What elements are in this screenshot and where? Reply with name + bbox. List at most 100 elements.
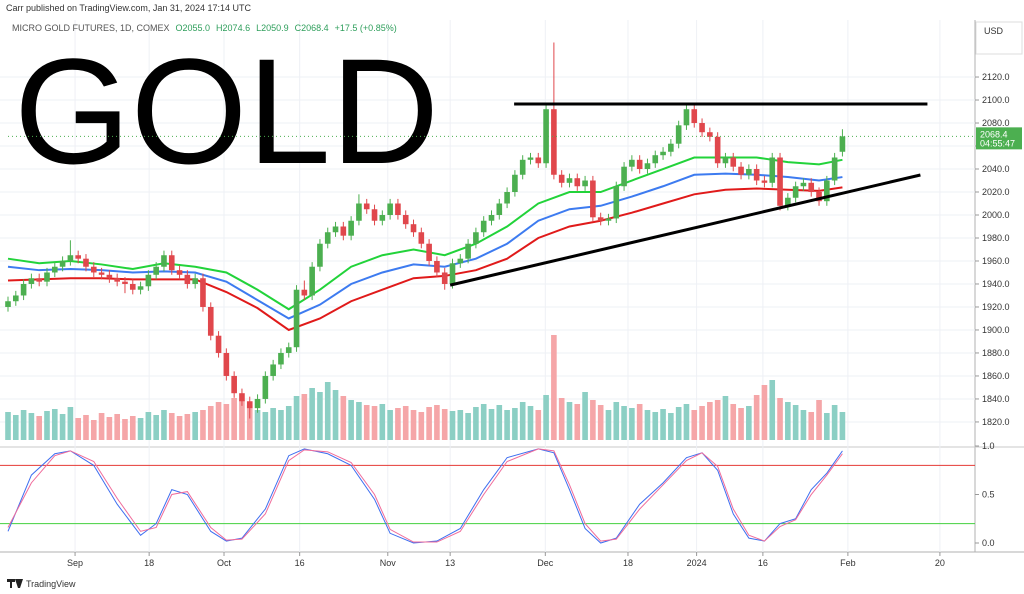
volume-bar [714,400,721,440]
candle-body [223,352,230,376]
brand-logo: TradingView [7,579,76,589]
legend: MICRO GOLD FUTURES, 1D, COMEX O2055.0 H207… [12,23,397,33]
y-tick-label: 1820.0 [982,417,1010,427]
volume-bar [675,407,682,440]
volume-bar [387,410,393,440]
y-tick-label: 1940.0 [982,279,1010,289]
legend-value: L2050.9 [256,23,289,33]
volume-bar [769,380,776,440]
volume-bar [434,405,440,440]
stoch-tick-label: 1.0 [982,441,995,451]
candle-body [816,192,822,202]
candle-body [660,151,666,156]
candle-body [387,203,393,215]
volume-bar [636,404,643,440]
candle-body [106,274,113,279]
candle-body [356,203,362,221]
y-tick-label: 1980.0 [982,233,1010,243]
countdown: 04:55:47 [980,138,1015,148]
volume-bar [145,412,152,440]
volume-bar [309,388,315,440]
candle-body [824,180,830,202]
volume-bar [449,411,456,440]
volume-bar [122,419,128,440]
volume-bar [753,395,760,440]
candle-body [488,214,495,221]
trend-line [449,173,921,287]
candle-body [457,258,464,264]
y-tick-label: 1880.0 [982,348,1010,358]
candle-body [324,232,331,244]
volume-bar [519,402,526,440]
y-tick-label: 2020.0 [982,187,1010,197]
volume-bar [551,335,557,440]
candle-body [496,203,503,215]
candle-body [207,306,214,336]
x-tick-label: Nov [380,558,397,568]
candle-body [363,203,370,210]
volume-bar [301,394,308,440]
candle-body [28,278,35,284]
candle-body [153,266,159,275]
x-tick-label: 20 [935,558,945,568]
candle-body [621,166,627,187]
candle-body [699,123,705,133]
candle-body [285,347,292,353]
volume-bar [324,382,331,440]
candle-body [636,159,643,170]
y-tick-label: 1860.0 [982,371,1010,381]
y-tick-label: 2120.0 [982,72,1010,82]
candle-body [480,220,487,233]
candle-body [98,272,105,275]
candle-body [558,174,565,183]
candle-body [566,178,573,183]
stoch-line [7,448,843,544]
x-tick-label: 13 [445,558,455,568]
publisher: Carr published on TradingView.com, Jan 3… [6,3,251,13]
volume-bar [426,407,432,440]
candle-body [348,220,354,236]
volume-bar [527,406,534,440]
candle-body [122,281,128,284]
candle-body [730,157,737,167]
candle-body [371,209,378,221]
volume-bar [777,398,783,440]
annotation: GOLD [14,27,439,195]
candle-body [707,132,713,137]
volume-bar [36,416,43,440]
candle-body [254,398,261,409]
volume-bar [816,400,822,440]
volume-bar [223,404,230,440]
volume-bar [730,404,737,440]
candle-body [168,255,175,271]
volume-bar [597,405,604,440]
volume-bar [317,392,323,440]
x-tick-label: 18 [623,558,633,568]
candle-body [449,263,456,284]
volume-bar [535,410,542,440]
candle-body [270,364,276,376]
volume-bar [262,412,269,440]
volume-bar [621,406,627,440]
volume-bar [200,410,206,440]
candle-body [301,289,308,296]
candle-body [418,232,425,244]
volume-bar [558,398,565,440]
candle-body [67,255,74,261]
volume-bar [340,396,347,440]
legend-value: O2055.0 [176,23,211,33]
legend-value: C2068.4 [295,23,329,33]
candle-body [114,278,120,282]
y-tick-label: 1920.0 [982,302,1010,312]
symbol: MICRO GOLD FUTURES, 1D, COMEX [12,23,170,33]
x-tick-label: 18 [144,558,154,568]
volume-bar [504,410,510,440]
volume-bar [746,406,752,440]
volume-bar [5,412,11,440]
volume-bar [98,413,105,440]
volume-bar [90,420,97,440]
candle-body [192,278,198,284]
volume-bar [761,385,768,440]
candle-body [629,159,635,167]
